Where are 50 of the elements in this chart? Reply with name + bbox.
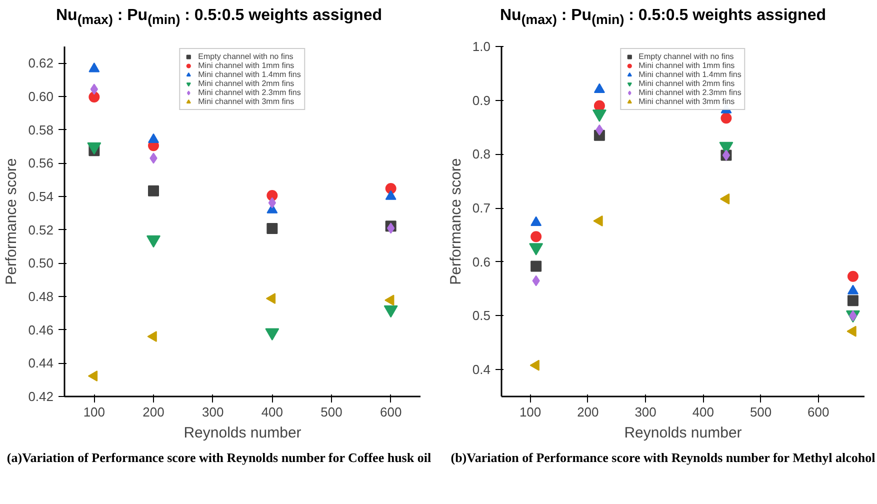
x-tick-label: 500: [320, 404, 342, 420]
x-tick-label: 600: [380, 404, 402, 420]
y-tick-label: 1.0: [472, 39, 491, 54]
x-tick-label: 200: [142, 404, 164, 420]
x-tick-label: 100: [519, 404, 542, 420]
y-tick-label: 0.8: [472, 146, 491, 162]
y-tick-label: 0.7: [472, 200, 491, 216]
legend-label: Mini channel with 1.4mm fins: [638, 70, 742, 80]
y-tick-label: 0.48: [28, 289, 54, 304]
x-tick-label: 200: [577, 404, 599, 420]
legend-label: Mini channel with 1.4mm fins: [198, 70, 301, 80]
y-tick-label: 0.60: [28, 89, 54, 104]
legend-label: Mini channel with 2mm fins: [198, 79, 294, 88]
x-tick-label: 400: [692, 404, 714, 420]
legend-label: Empty channel with no fins: [198, 52, 294, 62]
x-tick-label: 300: [634, 404, 656, 420]
legend-label: Mini channel with 3mm fins: [638, 97, 735, 106]
x-axis-title: Reynolds number: [184, 424, 302, 442]
legend-label: Empty channel with no fins: [638, 52, 734, 62]
legend-label: Mini channel with 3mm fins: [198, 97, 294, 106]
y-tick-label: 0.46: [28, 322, 54, 338]
y-tick-label: 0.54: [28, 189, 54, 204]
y-tick-label: 0.50: [28, 256, 54, 271]
y-tick-label: 0.4: [472, 362, 491, 378]
x-axis-title: Reynolds number: [624, 424, 742, 442]
y-tick-label: 0.42: [28, 389, 54, 404]
y-axis-title: Performance score: [447, 158, 464, 286]
x-tick-label: 400: [261, 404, 284, 420]
legend-label: Mini channel with 1mm fins: [198, 61, 294, 70]
y-tick-label: 0.62: [28, 56, 54, 71]
y-tick-label: 0.56: [28, 156, 54, 171]
x-tick-label: 600: [808, 404, 830, 420]
x-tick-label: 100: [83, 404, 106, 420]
y-tick-label: 0.9: [472, 93, 491, 108]
x-tick-label: 500: [750, 404, 772, 420]
y-tick-label: 0.5: [472, 308, 491, 324]
y-axis-title: Performance score: [3, 158, 20, 286]
legend-label: Mini channel with 2.3mm fins: [638, 88, 742, 98]
y-tick-label: 0.52: [28, 222, 54, 238]
y-tick-label: 0.58: [28, 122, 54, 138]
y-tick-label: 0.6: [472, 254, 491, 270]
chart-title: Nu$_{(max)}$ : Pu$_{(min)}$ : 0.5:0.5 weights assigned: [500, 6, 826, 30]
text: (a)Variation of Performance score with Reynolds number for Coffee husk oil: [6, 449, 432, 468]
chart-title: Nu$_{(max)}$ : Pu$_{(min)}$ : 0.5:0.5 weights assigned: [56, 6, 382, 30]
text: (b)Variation of Performance score with Reynolds number for Methyl alcohol: [450, 449, 876, 468]
legend-label: Mini channel with 2.3mm fins: [198, 88, 301, 98]
legend-label: Mini channel with 2mm fins: [638, 79, 735, 88]
y-tick-label: 0.44: [28, 356, 54, 371]
legend-label: Mini channel with 1mm fins: [638, 61, 735, 70]
x-tick-label: 300: [202, 404, 224, 420]
